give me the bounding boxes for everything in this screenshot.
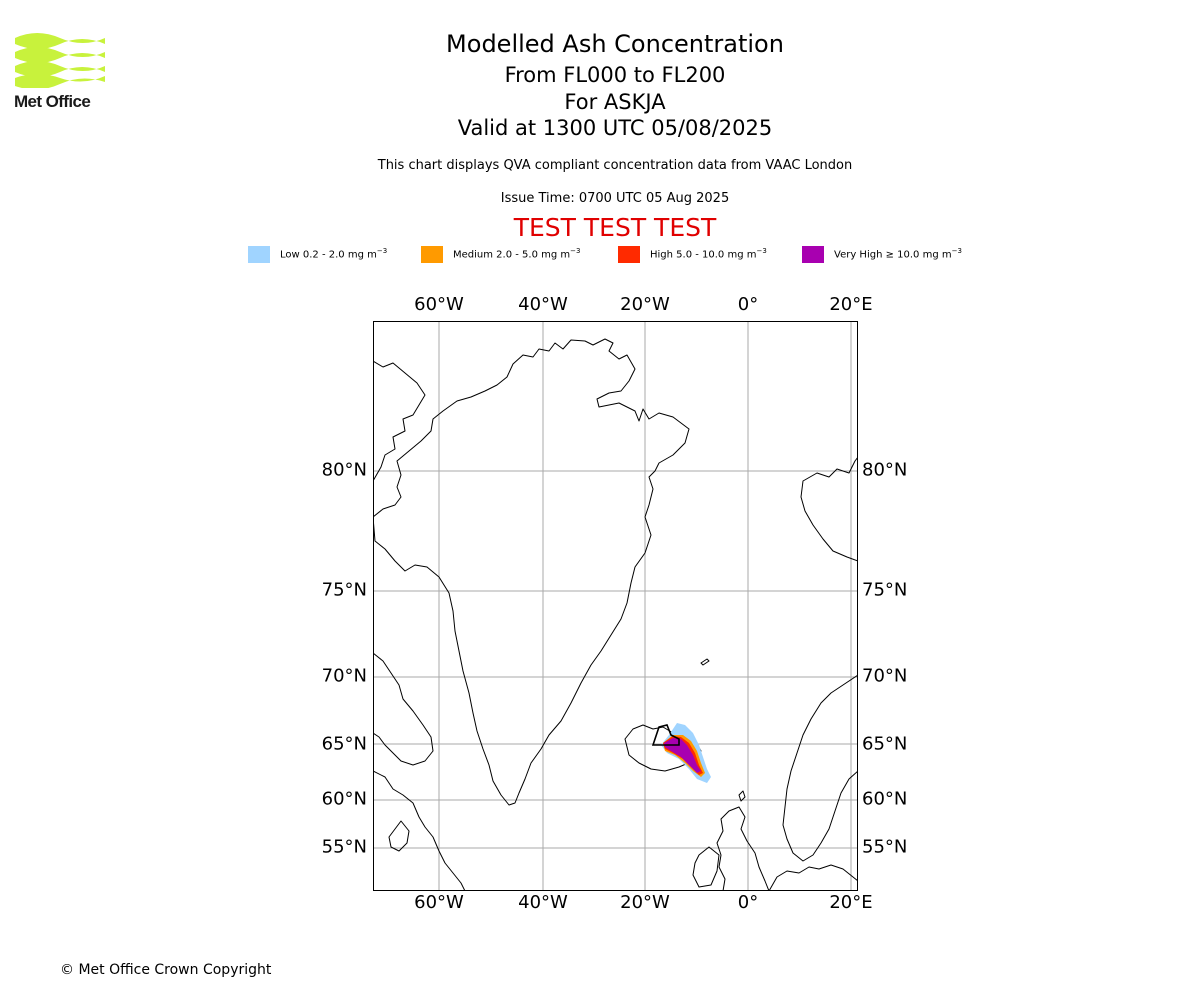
legend-item-high: High 5.0 - 10.0 mg m−3 [618,244,767,264]
lon-tick-bottom-60w: 60°W [414,892,464,913]
svalbard-coastline [800,456,858,562]
lon-tick-top-0: 0° [737,294,759,315]
concentration-legend: Low 0.2 - 2.0 mg m−3 Medium 2.0 - 5.0 mg… [0,244,1200,264]
chart-title: Modelled Ash Concentration [446,30,784,58]
map-gridlines [373,321,858,891]
lat-tick-right-80n: 80°N [862,459,908,481]
chart-description: This chart displays QVA compliant concen… [377,158,853,173]
jan-mayen-coastline [700,658,710,666]
greenland-coastline [373,338,690,806]
issue-time: Issue Time: 0700 UTC 05 Aug 2025 [500,191,730,206]
lat-tick-left-75n: 75°N [321,579,367,601]
lon-tick-top-20e: 20°E [829,294,873,315]
ash-map [373,321,858,891]
norway-coastline [782,674,858,862]
lon-tick-top-20w: 20°W [620,294,670,315]
lat-tick-left-60n: 60°N [321,788,367,810]
lat-tick-left-55n: 55°N [321,836,367,858]
lon-tick-bottom-0: 0° [737,892,759,913]
met-office-logo: Met Office [14,30,110,114]
askja-warning-polygon [651,724,680,746]
legend-swatch-low [248,245,270,263]
lat-tick-right-55n: 55°N [862,836,908,858]
ellesmere-coastline [373,360,426,482]
lon-tick-bottom-20e: 20°E [829,892,873,913]
legend-item-very-high: Very High ≥ 10.0 mg m−3 [802,244,962,264]
lat-tick-left-80n: 80°N [321,459,367,481]
logo-text: Met Office [14,92,91,111]
legend-swatch-very-high [802,245,824,263]
ash-very-high-area [664,738,701,773]
europe-coastline [768,864,858,891]
volcano-name: For ASKJA [564,90,666,114]
labrador-coastline [373,770,466,891]
copyright-notice: © Met Office Crown Copyright [60,962,272,978]
northeast-canada-coastline [388,820,410,852]
test-banner: TEST TEST TEST [513,213,717,242]
great-britain-coastline [716,806,770,891]
baffin-coastline [373,652,434,766]
flight-level-range: From FL000 to FL200 [504,63,726,87]
faroe-coastline [738,790,746,802]
map-frame [373,321,858,891]
lat-tick-right-60n: 60°N [862,788,908,810]
legend-item-low: Low 0.2 - 2.0 mg m−3 [248,244,387,264]
lon-tick-bottom-40w: 40°W [518,892,568,913]
lat-tick-left-70n: 70°N [321,665,367,687]
legend-label-low: Low 0.2 - 2.0 mg m−3 [280,247,388,261]
lat-tick-right-70n: 70°N [862,665,908,687]
legend-item-medium: Medium 2.0 - 5.0 mg m−3 [421,244,580,264]
lon-tick-bottom-20w: 20°W [620,892,670,913]
lat-tick-right-75n: 75°N [862,579,908,601]
ash-plume [651,723,711,783]
legend-label-medium: Medium 2.0 - 5.0 mg m−3 [453,247,581,261]
legend-label-very-high: Very High ≥ 10.0 mg m−3 [834,247,962,261]
legend-label-high: High 5.0 - 10.0 mg m−3 [650,247,767,261]
lon-tick-top-40w: 40°W [518,294,568,315]
ireland-coastline [692,846,720,888]
valid-time: Valid at 1300 UTC 05/08/2025 [457,116,773,140]
legend-swatch-high [618,245,640,263]
met-office-wave-logo-icon [15,33,105,88]
lat-tick-left-65n: 65°N [321,733,367,755]
lon-tick-top-60w: 60°W [414,294,464,315]
lat-tick-right-65n: 65°N [862,733,908,755]
legend-swatch-medium [421,245,443,263]
